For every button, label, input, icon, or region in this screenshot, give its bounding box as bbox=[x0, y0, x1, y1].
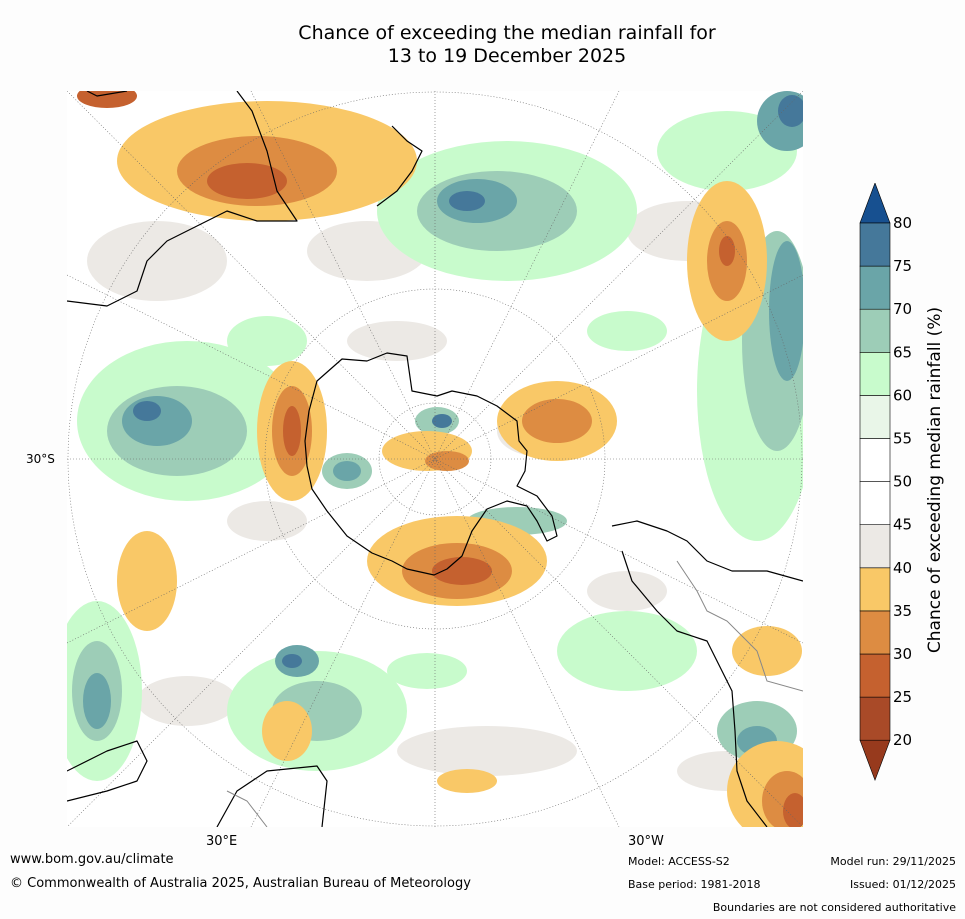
colorbar-segment bbox=[859, 524, 891, 569]
base-period-text: Base period: 1981-2018 bbox=[628, 878, 761, 891]
south-america-coastline bbox=[611, 520, 803, 827]
colorbar-tick-label: 60 bbox=[893, 386, 912, 404]
antarctica-coastline bbox=[304, 352, 558, 576]
colorbar-segment bbox=[859, 567, 891, 612]
issued-text: Issued: 01/12/2025 bbox=[849, 878, 956, 891]
colorbar-tick-label: 25 bbox=[893, 688, 912, 706]
latitude-label-30s: 30°S bbox=[26, 452, 55, 466]
colorbar-tick-label: 80 bbox=[893, 214, 912, 232]
coastlines bbox=[67, 91, 803, 827]
graticule bbox=[67, 91, 803, 827]
colorbar-extend-top bbox=[859, 182, 891, 224]
rainfall-map bbox=[67, 91, 803, 827]
colorbar-tick-label: 30 bbox=[893, 645, 912, 663]
australia-coastline bbox=[67, 91, 298, 307]
map-panel[interactable] bbox=[67, 91, 803, 827]
colorbar: 20 25 30 35 40 45 50 55 60 65 70 75 80 bbox=[855, 182, 935, 787]
colorbar-extend-bottom bbox=[859, 739, 891, 782]
colorbar-tick-label: 40 bbox=[893, 559, 912, 577]
colorbar-tick-label: 70 bbox=[893, 300, 912, 318]
grey-patches bbox=[87, 201, 777, 791]
colorbar-segment bbox=[859, 481, 891, 526]
colorbar-svg: 20 25 30 35 40 45 50 55 60 65 70 75 80 bbox=[859, 182, 912, 782]
disclaimer-text: Boundaries are not considered authoritat… bbox=[712, 901, 956, 914]
colorbar-tick-label: 55 bbox=[893, 430, 912, 448]
boundaries bbox=[226, 560, 803, 827]
new-zealand-coastline bbox=[376, 125, 423, 207]
africa-coastline bbox=[67, 740, 328, 827]
model-run-text: Model run: 29/11/2025 bbox=[830, 855, 956, 868]
colorbar-segment bbox=[859, 610, 891, 655]
model-text: Model: ACCESS-S2 bbox=[628, 855, 730, 868]
website-link[interactable]: www.bom.gov.au/climate bbox=[10, 852, 174, 867]
rust-patches bbox=[77, 91, 803, 827]
colorbar-tick-label: 65 bbox=[893, 343, 912, 361]
colorbar-segment bbox=[859, 265, 891, 310]
copyright-text: © Commonwealth of Australia 2025, Austra… bbox=[10, 876, 471, 891]
colorbar-segment bbox=[859, 352, 891, 396]
dark-blue-patches bbox=[133, 95, 803, 668]
colorbar-tick-label: 75 bbox=[893, 257, 912, 275]
title-line-2: 13 to 19 December 2025 bbox=[387, 45, 627, 67]
title-line-1: Chance of exceeding the median rainfall … bbox=[298, 22, 716, 44]
colorbar-tick-label: 50 bbox=[893, 473, 912, 491]
colorbar-segment bbox=[859, 438, 891, 482]
colorbar-segment bbox=[859, 222, 891, 267]
colorbar-segment bbox=[859, 653, 891, 698]
chart-title: Chance of exceeding the median rainfall … bbox=[0, 22, 965, 68]
colorbar-label: Chance of exceeding median rainfall (%) bbox=[925, 306, 945, 654]
colorbar-segment bbox=[859, 308, 891, 353]
colorbar-tick-label: 20 bbox=[893, 731, 912, 749]
longitude-label-30e: 30°E bbox=[206, 834, 238, 849]
colorbar-segment bbox=[859, 395, 891, 439]
colorbar-tick-label: 45 bbox=[893, 516, 912, 534]
colorbar-tick-label: 35 bbox=[893, 602, 912, 620]
longitude-label-30w: 30°W bbox=[628, 834, 664, 849]
colorbar-segment bbox=[859, 696, 891, 741]
